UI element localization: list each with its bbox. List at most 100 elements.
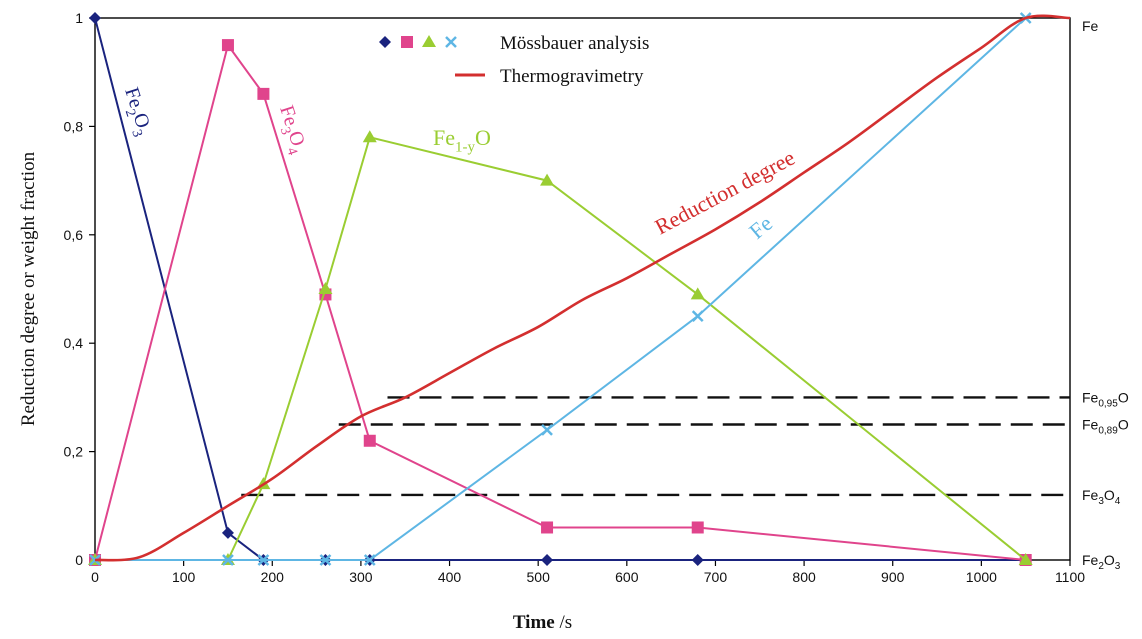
data-point	[257, 87, 270, 100]
data-point	[691, 554, 704, 566]
data-point	[1018, 553, 1033, 565]
right-axis-label-sub: 2	[1098, 561, 1104, 572]
data-point	[89, 12, 101, 24]
reference-line-label: Fe0,95O	[1082, 389, 1129, 409]
series-label-main: Fe	[120, 85, 147, 111]
right-axis-label: Fe	[1082, 18, 1099, 34]
x-tick-label: 200	[261, 569, 285, 585]
data-point	[540, 173, 555, 186]
series-line	[94, 42, 1026, 561]
right-axis-label-sub: 3	[1115, 561, 1121, 572]
series-0	[89, 12, 1032, 566]
y-axis-title: Reduction degree or weight fraction	[18, 151, 39, 426]
reference-line-label-main: O	[1118, 389, 1129, 405]
reference-line-label-sub: 3	[1098, 496, 1104, 507]
y-tick-label: 0,8	[64, 118, 84, 134]
reference-line-label-main: O	[1104, 487, 1115, 503]
series-line	[94, 14, 1071, 562]
data-point-stroke	[691, 310, 704, 322]
series-1	[89, 39, 1032, 566]
data-point	[401, 36, 413, 48]
data-point	[541, 521, 554, 534]
y-tick-label: 0	[75, 552, 83, 568]
series-label-sub: 3	[128, 128, 144, 139]
legend-label: Mössbauer analysis	[500, 33, 649, 54]
right-axis-label-main: O	[1104, 552, 1115, 568]
series-label-main: O	[129, 110, 154, 131]
data-point-stroke	[257, 554, 270, 566]
x-tick-label: 700	[704, 569, 728, 585]
x-tick-label: 300	[349, 569, 373, 585]
data-point	[422, 35, 436, 47]
data-point	[362, 130, 377, 143]
series-2	[88, 130, 1033, 565]
x-tick-label: 1000	[966, 569, 997, 585]
reference-line-label-sub: 0,89	[1098, 426, 1118, 437]
series-label: Fe	[744, 211, 777, 244]
x-axis-title-main: Time	[513, 612, 555, 633]
reference-line-label-main: Fe	[1082, 389, 1099, 405]
x-tick-label: 0	[91, 569, 99, 585]
data-point	[691, 310, 704, 322]
series-line	[94, 17, 1026, 561]
x-tick-label: 1100	[1055, 569, 1085, 585]
series-label-main: Fe	[744, 211, 777, 244]
data-point	[690, 287, 705, 300]
data-point-stroke	[445, 36, 457, 48]
legend-label: Thermogravimetry	[500, 66, 644, 87]
reference-line-label-main: O	[1118, 417, 1129, 433]
x-tick-label: 100	[172, 569, 196, 585]
data-point-stroke	[319, 554, 332, 566]
reference-line-label-sub: 0,95	[1098, 399, 1118, 410]
reference-line-label-sub: 4	[1115, 496, 1121, 507]
series-label-main: Fe	[433, 125, 455, 150]
data-point	[221, 526, 234, 539]
x-axis-title: Time /s	[513, 612, 572, 633]
data-point-stroke	[363, 554, 376, 566]
right-axis-label-main: Fe	[1082, 18, 1099, 34]
data-point	[445, 36, 457, 48]
legend: Mössbauer analysis Thermogravimetry	[379, 33, 649, 87]
data-point	[541, 424, 553, 436]
series-label: Fe1-yO	[433, 125, 491, 156]
data-point	[221, 39, 234, 52]
series-label-sub: 3	[277, 125, 293, 136]
series-label: Fe2O3	[115, 85, 156, 139]
data-point	[363, 554, 376, 566]
data-point	[379, 36, 391, 48]
series-label-main: O	[284, 128, 309, 149]
x-tick-label: 500	[527, 569, 551, 585]
data-point	[222, 554, 234, 566]
data-point	[257, 554, 270, 566]
series-line	[95, 136, 1027, 561]
x-tick-label: 800	[792, 569, 816, 585]
x-tick-label: 900	[881, 569, 905, 585]
series-label-main: O	[475, 125, 491, 150]
series-label-main: Fe	[275, 103, 302, 129]
data-point-stroke	[222, 554, 234, 566]
data-point	[319, 554, 332, 566]
data-point-stroke	[541, 424, 553, 436]
y-tick-label: 1	[75, 10, 83, 26]
right-axis-label: Fe2O3	[1082, 552, 1121, 572]
series-3	[89, 12, 1032, 566]
reference-line-label-main: Fe	[1082, 487, 1099, 503]
y-tick-label: 0,4	[64, 335, 84, 351]
x-tick-label: 400	[438, 569, 462, 585]
reference-line-label: Fe3O4	[1082, 487, 1121, 507]
series-4	[94, 14, 1071, 562]
y-tick-label: 0,6	[64, 227, 84, 243]
series-label: Fe3O4	[270, 103, 311, 157]
reference-line-label: Fe0,89O	[1082, 417, 1129, 437]
reference-line-label-main: Fe	[1082, 417, 1099, 433]
series-label-sub: 4	[283, 146, 299, 157]
data-point	[691, 521, 704, 534]
plot-area	[89, 17, 1071, 566]
data-point	[363, 434, 376, 447]
y-tick-label: 0,2	[64, 444, 84, 460]
data-point	[541, 554, 554, 566]
series-line	[95, 17, 1027, 561]
x-axis-title-unit: /s	[555, 612, 572, 633]
data-point	[318, 282, 333, 294]
